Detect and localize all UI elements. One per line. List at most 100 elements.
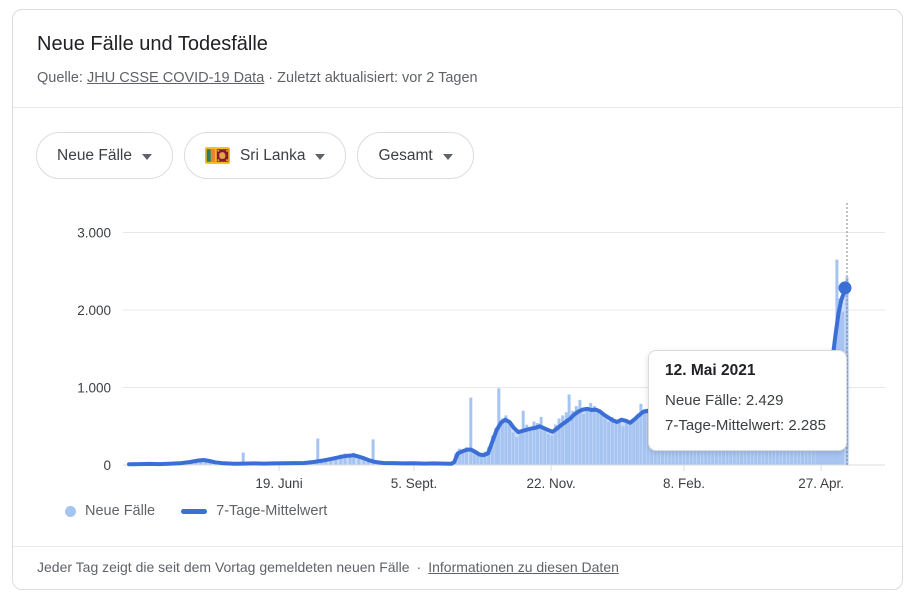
daily-cases-bar: [329, 457, 333, 465]
y-axis-label: 1.000: [77, 381, 111, 396]
page-title: Neue Fälle und Todesfälle: [37, 33, 268, 55]
daily-cases-bar: [574, 406, 578, 465]
daily-cases-bar: [528, 428, 532, 465]
footer-note: Jeder Tag zeigt die seit dem Vortag geme…: [37, 559, 619, 575]
legend-item-7day-average: 7-Tage-Mittelwert: [181, 503, 327, 519]
daily-cases-bar: [536, 423, 539, 465]
daily-cases-bar: [786, 444, 790, 465]
daily-cases-bar: [790, 447, 794, 465]
x-axis-label: 27. Apr.: [798, 476, 844, 491]
daily-cases-bar: [617, 423, 621, 465]
x-axis-label: 22. Nov.: [527, 476, 576, 491]
daily-cases-bar: [632, 418, 636, 465]
daily-cases-bar: [845, 276, 849, 465]
scope-dropdown-label: Gesamt: [378, 146, 433, 164]
daily-cases-bar: [614, 420, 618, 465]
daily-cases-bar: [635, 414, 639, 465]
daily-cases-bar: [804, 447, 808, 465]
daily-cases-bar: [532, 421, 536, 465]
footer-info-link[interactable]: Informationen zu diesen Daten: [428, 559, 619, 575]
daily-cases-bar: [578, 399, 582, 465]
source-suffix: · Zuletzt aktualisiert: vor 2 Tagen: [268, 70, 478, 86]
x-axis-label: 19. Juni: [255, 476, 302, 491]
daily-cases-bar: [740, 437, 743, 465]
daily-cases-bar: [525, 424, 529, 465]
daily-cases-bar: [465, 447, 468, 465]
chart-tooltip: 12. Mai 2021 Neue Fälle: 2.429 7-Tage-Mi…: [648, 350, 847, 451]
tooltip-new-cases: Neue Fälle: 2.429: [665, 392, 784, 409]
daily-cases-bar: [765, 439, 769, 465]
legend-item-new-cases: Neue Fälle: [65, 503, 155, 519]
daily-cases-bar: [543, 427, 547, 465]
daily-cases-bar: [334, 456, 338, 465]
legend-label: Neue Fälle: [85, 503, 156, 519]
country-dropdown-label: Sri Lanka: [239, 146, 306, 164]
daily-cases-bar: [761, 441, 765, 466]
daily-cases-bar: [783, 446, 786, 465]
x-axis-label: 5. Sept.: [391, 476, 438, 491]
daily-cases-bar: [797, 441, 801, 466]
daily-cases-bar: [757, 438, 761, 465]
chevron-down-icon: [315, 153, 326, 160]
daily-cases-bar: [550, 435, 554, 465]
daily-cases-bar: [500, 418, 504, 465]
daily-cases-bar: [461, 450, 465, 465]
daily-cases-bar: [515, 437, 519, 465]
daily-cases-bar: [793, 444, 797, 465]
cursor-point-dot: [838, 281, 852, 295]
daily-cases-bar: [582, 413, 585, 465]
daily-cases-bar: [815, 438, 819, 465]
daily-cases-bar: [504, 415, 508, 465]
source-line: Quelle: JHU CSSE COVID-19 Data · Zuletzt…: [37, 70, 478, 86]
daily-cases-bar: [518, 431, 522, 465]
country-dropdown[interactable]: Sri Lanka: [183, 132, 347, 179]
daily-cases-bar: [366, 459, 370, 465]
daily-cases-bar: [561, 415, 565, 465]
daily-cases-bar: [571, 410, 575, 466]
y-axis-label: 2.000: [77, 303, 111, 318]
daily-cases-bar: [316, 438, 320, 465]
daily-cases-bar: [554, 424, 557, 465]
daily-cases-bar: [546, 434, 550, 465]
daily-cases-bar: [592, 406, 596, 465]
header-divider: [13, 107, 902, 108]
daily-cases-bar: [339, 454, 343, 465]
covid-stats-card: Neue Fälle und Todesfälle Quelle: JHU CS…: [12, 9, 903, 590]
daily-cases-bar: [625, 421, 629, 465]
daily-cases-bar: [621, 426, 625, 466]
daily-cases-bar: [775, 445, 779, 465]
daily-cases-bar: [768, 443, 772, 465]
chevron-down-icon: [442, 153, 453, 160]
daily-cases-bar: [204, 460, 208, 465]
daily-cases-bar: [718, 437, 722, 465]
daily-cases-bar: [357, 455, 361, 465]
daily-cases-bar: [557, 418, 561, 465]
scope-dropdown[interactable]: Gesamt: [357, 132, 474, 179]
daily-cases-bar: [772, 440, 776, 465]
daily-cases-bar: [483, 451, 487, 465]
daily-cases-bar: [472, 449, 476, 465]
y-axis-label: 3.000: [77, 226, 111, 241]
daily-cases-bar: [348, 453, 352, 465]
daily-cases-bar: [747, 437, 751, 465]
cases-chart[interactable]: 0 1.000 2.000 3.000 19. Juni 5. Sept. 22. Nov.…: [1, 196, 917, 496]
daily-cases-bar: [639, 403, 643, 465]
source-link[interactable]: JHU CSSE COVID-19 Data: [86, 70, 265, 86]
daily-cases-bar: [480, 455, 483, 465]
daily-cases-bar: [511, 432, 515, 465]
daily-cases-bar: [750, 440, 754, 465]
footer-text: Jeder Tag zeigt die seit dem Vortag geme…: [37, 559, 410, 575]
daily-cases-bar: [607, 421, 611, 465]
y-axis-label: 0: [103, 458, 111, 473]
daily-cases-bar: [564, 412, 568, 465]
daily-cases-bar: [487, 447, 491, 465]
daily-cases-bar: [352, 452, 356, 465]
filter-controls: Neue Fälle Sri Lanka Gesamt: [36, 132, 474, 179]
daily-cases-bar: [808, 444, 812, 465]
daily-cases-bar: [494, 427, 498, 465]
daily-cases-bar: [508, 421, 511, 465]
metric-dropdown[interactable]: Neue Fälle: [36, 132, 173, 179]
daily-cases-bar: [610, 416, 614, 465]
daily-cases-bar: [490, 435, 494, 465]
average-line-icon: [181, 508, 208, 514]
